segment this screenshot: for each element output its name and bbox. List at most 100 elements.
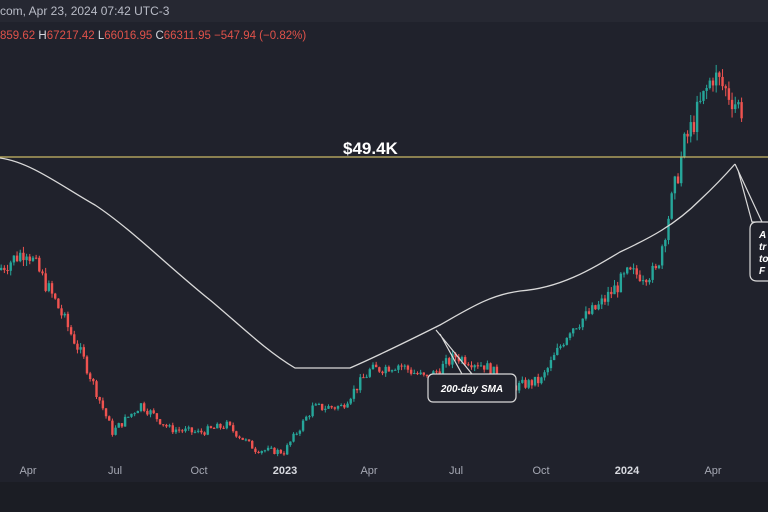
ohlc-close: 66311.95 [163,30,211,42]
candle-body [158,419,162,425]
candle-body [292,433,295,442]
x-tick-label: Apr [19,465,36,477]
candle-body [470,365,473,368]
candle-body [19,252,22,262]
candle-body [295,433,298,435]
candle-body [660,246,664,266]
candle-body [66,313,70,328]
candle-body [216,423,219,429]
candle-body [212,427,216,429]
candle-body [616,285,619,293]
candle-body [330,406,333,408]
candle-body [104,408,108,417]
right-callout-line-2: tr [759,242,767,253]
candle-body [463,357,467,365]
candle-body [285,445,289,455]
candle-body [184,428,187,432]
candle-body [266,447,270,451]
candle-body [57,298,60,309]
candle-body [244,439,248,441]
sma-callout-label: 200-day SMA [440,384,503,395]
candle-body [422,372,426,375]
candle-body [603,298,607,302]
candle-body [146,410,149,415]
candle-body [568,333,572,338]
candle-body [737,102,740,105]
candle-body [689,122,692,137]
candle-body [702,90,705,101]
candle-body [730,99,734,110]
candle-body [44,273,47,291]
candle-body [587,311,591,314]
candle-body [457,357,460,362]
candle-body [15,255,19,262]
candle-body [298,430,302,434]
candle-body [381,371,384,374]
candle-body [98,397,101,401]
candle-body [235,431,238,437]
sma-callout-pointer [435,329,474,375]
candle-body [238,436,241,438]
candle-body [467,364,470,366]
ohlc-low-key: L [97,30,105,42]
ohlc-open: 859.62 [0,30,36,42]
candle-body [282,453,286,455]
candle-body [483,365,486,370]
candle-body [92,379,95,382]
right-callout-line-3: to [759,254,768,265]
candle-body [575,328,578,330]
candle-body [251,441,254,449]
candle-body [320,403,324,410]
candle-body [359,377,362,391]
candle-body [378,367,381,372]
candle-body [54,293,57,299]
candle-body [25,256,28,261]
x-tick-label: Oct [532,465,549,477]
candle-body [88,373,92,380]
candle-body [622,273,626,275]
candle-body [641,280,645,282]
candle-body [209,426,213,428]
candle-body [416,372,419,375]
candle-body [645,280,648,283]
x-tick-label: 2024 [615,465,640,477]
candle-body [85,356,89,374]
candle-body [324,408,327,410]
candle-body [327,406,330,409]
candle-body [606,291,610,302]
x-tick-label: Apr [360,465,377,477]
candle-body [333,407,337,409]
x-tick-label: Oct [190,465,207,477]
candle-body [270,447,273,449]
candle-body [473,365,476,368]
ohlc-change: −547.94 (−0.82%) [214,30,307,42]
bottom-bar [0,482,768,512]
candle-body [486,363,489,370]
candle-body [387,366,391,372]
candle-body [108,416,111,421]
candle-body [594,305,597,310]
candle-body [139,403,143,412]
candle-body [117,423,120,428]
candle-body [47,283,51,291]
candle-body [301,420,305,431]
candle-body [692,122,696,133]
candle-body [438,371,441,375]
candle-body [540,377,543,384]
candle-body [228,421,232,426]
candle-body [435,371,438,373]
candle-body [695,101,699,133]
candle-body [12,255,16,263]
candle-body [219,423,222,428]
sma-callout-box [427,373,517,403]
candle-body [454,353,457,358]
candle-body [365,376,368,378]
candle-body [638,274,642,282]
candle-body [0,267,3,270]
candle-body [664,240,667,247]
candle-body [149,410,152,415]
candles-group [0,64,743,457]
candle-body [597,304,600,310]
